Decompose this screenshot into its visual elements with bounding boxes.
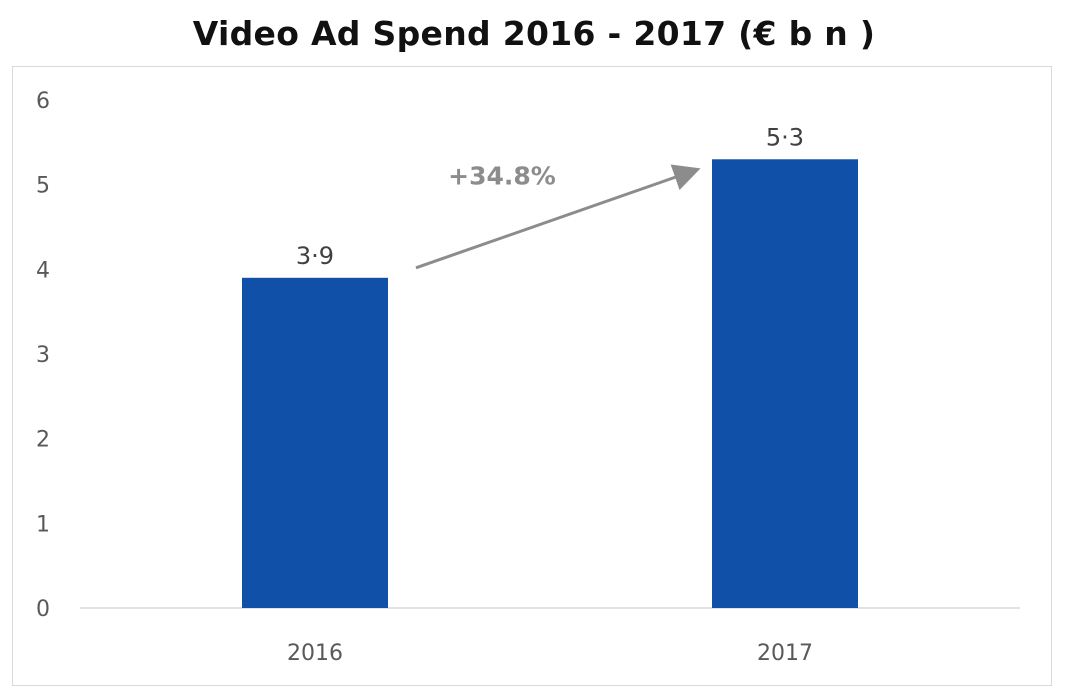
y-axis-ticks: 0 1 2 3 4 5 6 (36, 89, 50, 622)
bars: 3·9 5·3 (242, 123, 858, 608)
growth-annotation: +34.8% (415, 162, 701, 270)
bar-2017 (712, 159, 858, 608)
data-label-2017: 5·3 (766, 123, 804, 151)
y-tick-label: 2 (36, 428, 50, 453)
y-tick-label: 0 (36, 597, 50, 622)
y-tick-label: 5 (36, 174, 50, 199)
growth-arrow (415, 164, 701, 270)
x-axis-ticks: 2016 2017 (287, 641, 813, 666)
y-tick-label: 6 (36, 89, 50, 114)
data-label-2016: 3·9 (296, 242, 334, 270)
growth-label: +34.8% (448, 162, 556, 191)
y-tick-label: 1 (36, 512, 50, 537)
bar-2016 (242, 277, 388, 608)
x-tick-label: 2017 (757, 641, 813, 666)
x-tick-label: 2016 (287, 641, 343, 666)
plot-frame (12, 66, 1052, 686)
y-tick-label: 4 (36, 258, 50, 283)
y-tick-label: 3 (36, 343, 50, 368)
chart-title: Video Ad Spend 2016 - 2017 (€ b n ) (192, 14, 876, 53)
